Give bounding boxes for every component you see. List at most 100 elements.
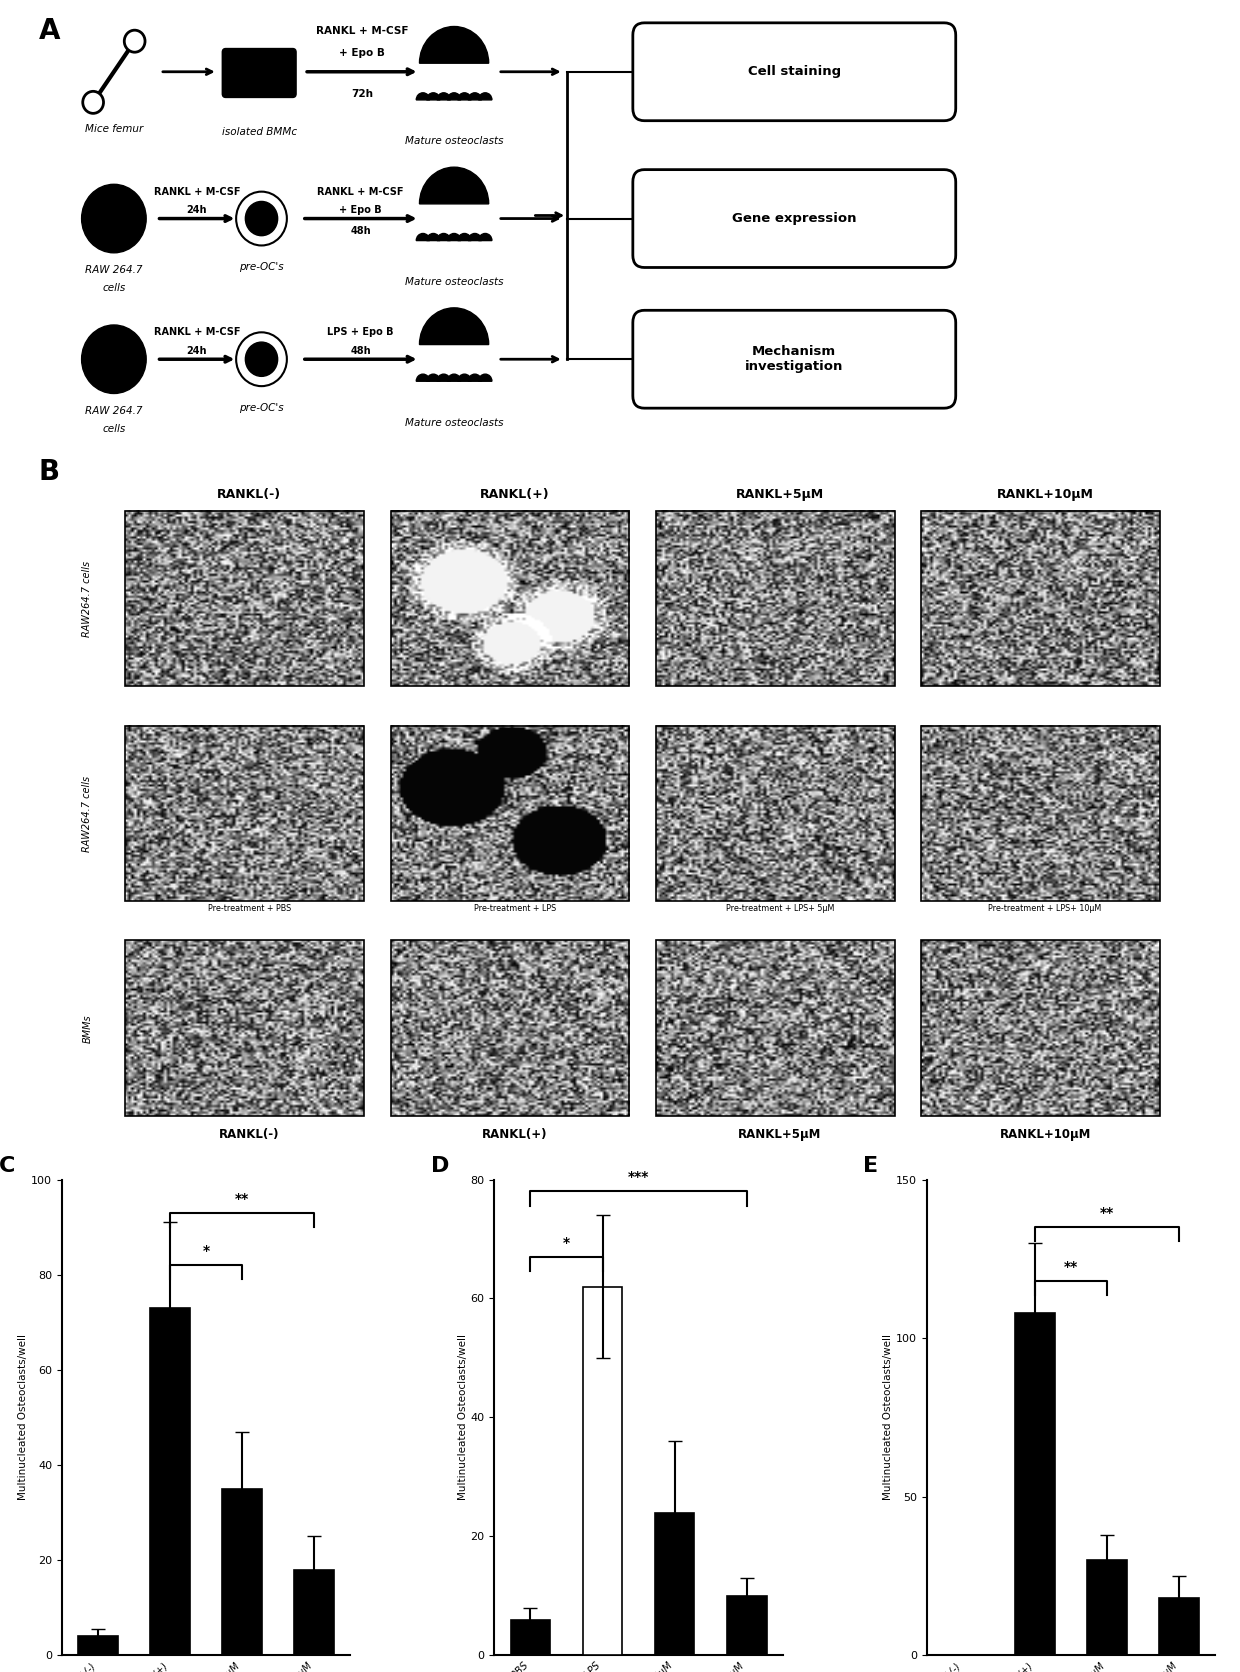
Text: *: * [563, 1236, 570, 1249]
Wedge shape [427, 375, 440, 381]
Text: RANKL+10μM: RANKL+10μM [997, 488, 1094, 502]
Text: RANKL + M-CSF: RANKL + M-CSF [317, 187, 404, 197]
Text: **: ** [1064, 1261, 1078, 1274]
Bar [921, 726, 1159, 901]
Text: D: D [432, 1155, 449, 1175]
Circle shape [236, 333, 286, 386]
Bar [78, 1637, 118, 1655]
Wedge shape [469, 94, 481, 100]
Bar [125, 512, 365, 686]
Bar [656, 512, 894, 686]
Text: RANKL+10μM: RANKL+10μM [999, 1129, 1091, 1140]
Text: RANKL(+): RANKL(+) [482, 1129, 547, 1140]
Text: RANKL + M-CSF: RANKL + M-CSF [316, 27, 408, 37]
Bar [222, 1488, 262, 1655]
Wedge shape [417, 234, 429, 241]
Y-axis label: Multinucleated Osteoclasts/well: Multinucleated Osteoclasts/well [19, 1334, 29, 1500]
Bar [1087, 1560, 1127, 1655]
FancyBboxPatch shape [632, 169, 956, 268]
Bar [125, 940, 365, 1115]
Bar [1159, 1598, 1199, 1655]
Text: RAW 264.7: RAW 264.7 [86, 406, 143, 416]
Text: + Epo B: + Epo B [339, 48, 384, 59]
Text: Mechanism
investigation: Mechanism investigation [745, 344, 843, 373]
Wedge shape [417, 375, 429, 381]
Wedge shape [419, 308, 489, 344]
Bar [391, 726, 630, 901]
Wedge shape [427, 234, 440, 241]
Bar [150, 1308, 190, 1655]
Text: RANKL + M-CSF: RANKL + M-CSF [154, 328, 241, 338]
Wedge shape [419, 167, 489, 204]
Text: Mature osteoclasts: Mature osteoclasts [404, 278, 503, 288]
Circle shape [82, 324, 146, 393]
Text: cells: cells [102, 425, 125, 435]
Text: pre-OC's: pre-OC's [239, 403, 284, 413]
Text: RAW264.7 cells: RAW264.7 cells [82, 562, 92, 637]
Text: + Epo B: + Epo B [340, 206, 382, 216]
Bar [391, 940, 630, 1115]
Text: Pre-treatment + LPS: Pre-treatment + LPS [474, 905, 556, 913]
Text: Mature osteoclasts: Mature osteoclasts [404, 137, 503, 147]
Text: Gene expression: Gene expression [732, 212, 857, 226]
Text: A: A [38, 17, 61, 45]
Wedge shape [448, 234, 461, 241]
Wedge shape [469, 234, 481, 241]
Text: B: B [38, 458, 60, 485]
Text: Mice femur: Mice femur [84, 124, 143, 134]
Text: BMMs: BMMs [82, 1015, 92, 1043]
Wedge shape [479, 234, 492, 241]
Wedge shape [427, 94, 440, 100]
Y-axis label: Multinucleated Osteoclasts/well: Multinucleated Osteoclasts/well [458, 1334, 467, 1500]
Wedge shape [479, 375, 492, 381]
Bar [1016, 1313, 1055, 1655]
Wedge shape [436, 234, 450, 241]
Text: ***: *** [627, 1170, 650, 1184]
Bar [294, 1570, 334, 1655]
Wedge shape [479, 94, 492, 100]
Wedge shape [448, 375, 461, 381]
Text: RANKL(-): RANKL(-) [219, 1129, 280, 1140]
Text: RANKL+5μM: RANKL+5μM [738, 1129, 822, 1140]
Text: Mature osteoclasts: Mature osteoclasts [404, 418, 503, 428]
FancyBboxPatch shape [632, 311, 956, 408]
Wedge shape [448, 94, 461, 100]
Bar [655, 1513, 694, 1655]
Text: isolated BMMc: isolated BMMc [222, 127, 296, 137]
Text: 72h: 72h [351, 89, 373, 99]
Circle shape [83, 92, 103, 114]
Text: 48h: 48h [351, 226, 371, 236]
Text: RAW 264.7: RAW 264.7 [86, 264, 143, 274]
Text: RANKL(-): RANKL(-) [217, 488, 281, 502]
Circle shape [246, 201, 278, 236]
Text: E: E [863, 1155, 879, 1175]
Text: RANKL+5μM: RANKL+5μM [735, 488, 823, 502]
Circle shape [124, 30, 145, 52]
Text: C: C [0, 1155, 15, 1175]
Wedge shape [458, 94, 471, 100]
Bar [656, 726, 894, 901]
Bar [921, 940, 1159, 1115]
Circle shape [236, 192, 286, 246]
Wedge shape [458, 234, 471, 241]
Text: Pre-treatment + PBS: Pre-treatment + PBS [208, 905, 291, 913]
Text: Pre-treatment + LPS+ 5μM: Pre-treatment + LPS+ 5μM [725, 905, 835, 913]
Text: 24h: 24h [187, 346, 207, 356]
FancyBboxPatch shape [222, 48, 296, 97]
Text: **: ** [236, 1192, 249, 1206]
Text: **: ** [1100, 1206, 1115, 1221]
Wedge shape [469, 375, 481, 381]
Bar [511, 1620, 551, 1655]
Text: *: * [202, 1244, 210, 1257]
Bar [921, 512, 1159, 686]
Wedge shape [419, 27, 489, 64]
Bar [583, 1287, 622, 1655]
Wedge shape [436, 94, 450, 100]
Circle shape [82, 184, 146, 252]
Y-axis label: Multinucleated Osteoclasts/well: Multinucleated Osteoclasts/well [883, 1334, 893, 1500]
Text: LPS + Epo B: LPS + Epo B [327, 328, 394, 338]
Bar [727, 1595, 766, 1655]
FancyBboxPatch shape [632, 23, 956, 120]
Text: RAW264.7 cells: RAW264.7 cells [82, 776, 92, 853]
Circle shape [246, 343, 278, 376]
